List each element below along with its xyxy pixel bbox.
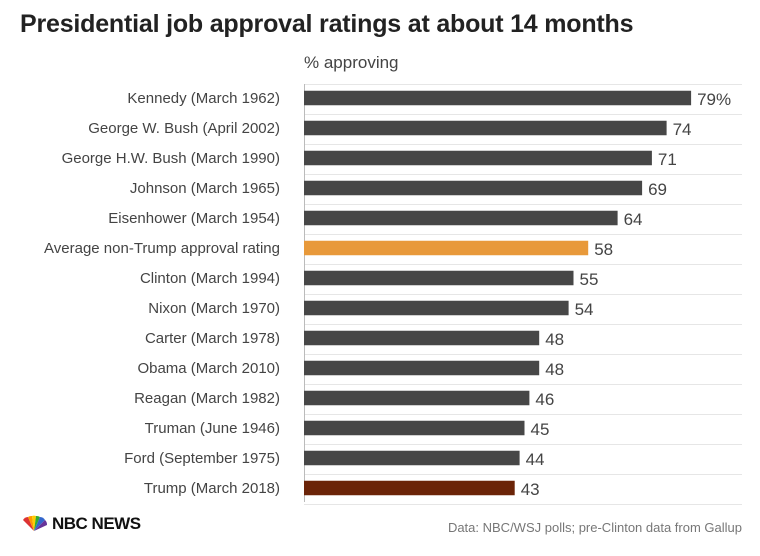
bar — [304, 450, 520, 466]
bar — [304, 90, 692, 106]
bar — [304, 360, 540, 376]
category-label: Johnson (March 1965) — [130, 180, 280, 197]
category-label: George H.W. Bush (March 1990) — [62, 150, 280, 167]
data-label: 55 — [580, 270, 599, 289]
bar — [304, 390, 530, 406]
data-label: 69 — [648, 180, 667, 199]
category-label: Truman (June 1946) — [145, 420, 280, 437]
data-label: 48 — [545, 360, 564, 379]
bar — [304, 210, 618, 226]
bars — [304, 90, 692, 496]
bar — [304, 150, 652, 166]
source-note: Data: NBC/WSJ polls; pre-Clinton data fr… — [447, 520, 742, 535]
data-label: 43 — [521, 480, 540, 499]
data-label: 74 — [673, 120, 692, 139]
category-label: Trump (March 2018) — [144, 480, 280, 497]
bar — [304, 300, 569, 316]
category-label: Obama (March 2010) — [137, 360, 280, 377]
bar — [304, 240, 589, 256]
nbc-news-logo: NBC NEWS — [20, 514, 141, 534]
data-label: 54 — [575, 300, 594, 319]
category-label: Kennedy (March 1962) — [127, 90, 280, 107]
category-label: Reagan (March 1982) — [134, 390, 280, 407]
value-labels: 79% 74 71 69 64 58 55 54 48 48 46 45 44 43 — [521, 90, 731, 499]
logo-text: NBC NEWS — [52, 514, 141, 533]
category-label: Nixon (March 1970) — [148, 300, 280, 317]
data-label: 44 — [526, 450, 545, 469]
peacock-icon — [23, 515, 48, 531]
data-label: 48 — [545, 330, 564, 349]
category-label: Average non-Trump approval rating — [44, 240, 280, 257]
category-label: Eisenhower (March 1954) — [108, 210, 280, 227]
bar — [304, 180, 643, 196]
category-label: Ford (September 1975) — [124, 450, 280, 467]
category-label: Clinton (March 1994) — [140, 270, 280, 287]
data-label: 71 — [658, 150, 677, 169]
category-label: George W. Bush (April 2002) — [88, 120, 280, 137]
category-label: Carter (March 1978) — [145, 330, 280, 347]
data-label: 58 — [594, 240, 613, 259]
data-label: 64 — [624, 210, 643, 229]
category-labels: Kennedy (March 1962) George W. Bush (Apri… — [44, 90, 280, 497]
chart-title: Presidential job approval ratings at abo… — [20, 10, 634, 38]
bar — [304, 270, 574, 286]
data-label: 46 — [535, 390, 554, 409]
data-label: 79% — [697, 90, 731, 109]
bar — [304, 330, 540, 346]
bar — [304, 480, 515, 496]
axis-label: % approving — [304, 53, 399, 72]
bar — [304, 420, 525, 436]
bar — [304, 120, 667, 136]
data-label: 45 — [531, 420, 550, 439]
gridlines — [304, 84, 742, 505]
